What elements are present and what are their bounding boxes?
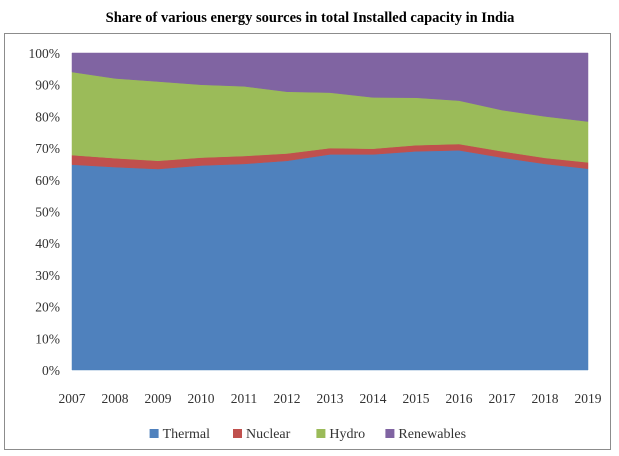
area-thermal — [71, 150, 589, 371]
chart-frame — [4, 33, 611, 450]
x-tick-label: 2018 — [532, 391, 559, 406]
legend-label: Thermal — [163, 427, 211, 442]
x-tick-label: 2012 — [274, 391, 301, 406]
x-tick-label: 2013 — [317, 391, 344, 406]
series-areas — [71, 52, 589, 371]
x-tick-label: 2007 — [59, 391, 86, 406]
legend-swatch — [316, 429, 326, 438]
y-tick-label: 20% — [35, 300, 60, 315]
y-tick-label: 30% — [35, 268, 60, 283]
y-tick-label: 70% — [35, 141, 60, 156]
y-tick-label: 100% — [29, 46, 61, 61]
x-tick-label: 2015 — [403, 391, 430, 406]
y-tick-label: 90% — [35, 78, 60, 93]
x-tick-label: 2008 — [102, 391, 129, 406]
legend-item-thermal: Thermal — [149, 427, 211, 442]
legend-label: Nuclear — [246, 427, 291, 442]
y-tick-label: 0% — [42, 363, 60, 378]
legend-item-renewables: Renewables — [385, 427, 466, 442]
x-tick-label: 2017 — [489, 391, 516, 406]
area-renewables — [71, 52, 589, 122]
y-tick-label: 60% — [35, 173, 60, 188]
y-tick-label: 40% — [35, 236, 60, 251]
legend-swatch — [233, 429, 242, 438]
legend-swatch — [149, 429, 159, 438]
y-tick-label: 50% — [35, 205, 60, 220]
x-tick-label: 2014 — [360, 391, 387, 406]
legend: Thermal Nuclear Hydro Renewables — [149, 427, 466, 442]
x-tick-label: 2010 — [188, 391, 215, 406]
y-axis-ticks: 0% 10% 20% 30% 40% 50% 60% 70% 80% 90% 100% — [29, 46, 61, 378]
y-tick-label: 10% — [35, 331, 60, 346]
legend-swatch — [385, 429, 395, 438]
x-tick-label: 2011 — [231, 391, 258, 406]
y-tick-label: 80% — [35, 109, 60, 124]
x-tick-label: 2016 — [446, 391, 473, 406]
legend-item-nuclear: Nuclear — [233, 427, 291, 442]
x-axis-ticks: 2007 2008 2009 2010 2011 2012 2013 2014 2015 2016… — [59, 391, 602, 406]
chart-title: Share of various energy sources in total… — [106, 10, 515, 26]
legend-label: Hydro — [329, 427, 365, 442]
legend-item-hydro: Hydro — [316, 427, 365, 442]
legend-label: Renewables — [398, 427, 466, 442]
x-tick-label: 2019 — [575, 391, 602, 406]
x-tick-label: 2009 — [145, 391, 172, 406]
